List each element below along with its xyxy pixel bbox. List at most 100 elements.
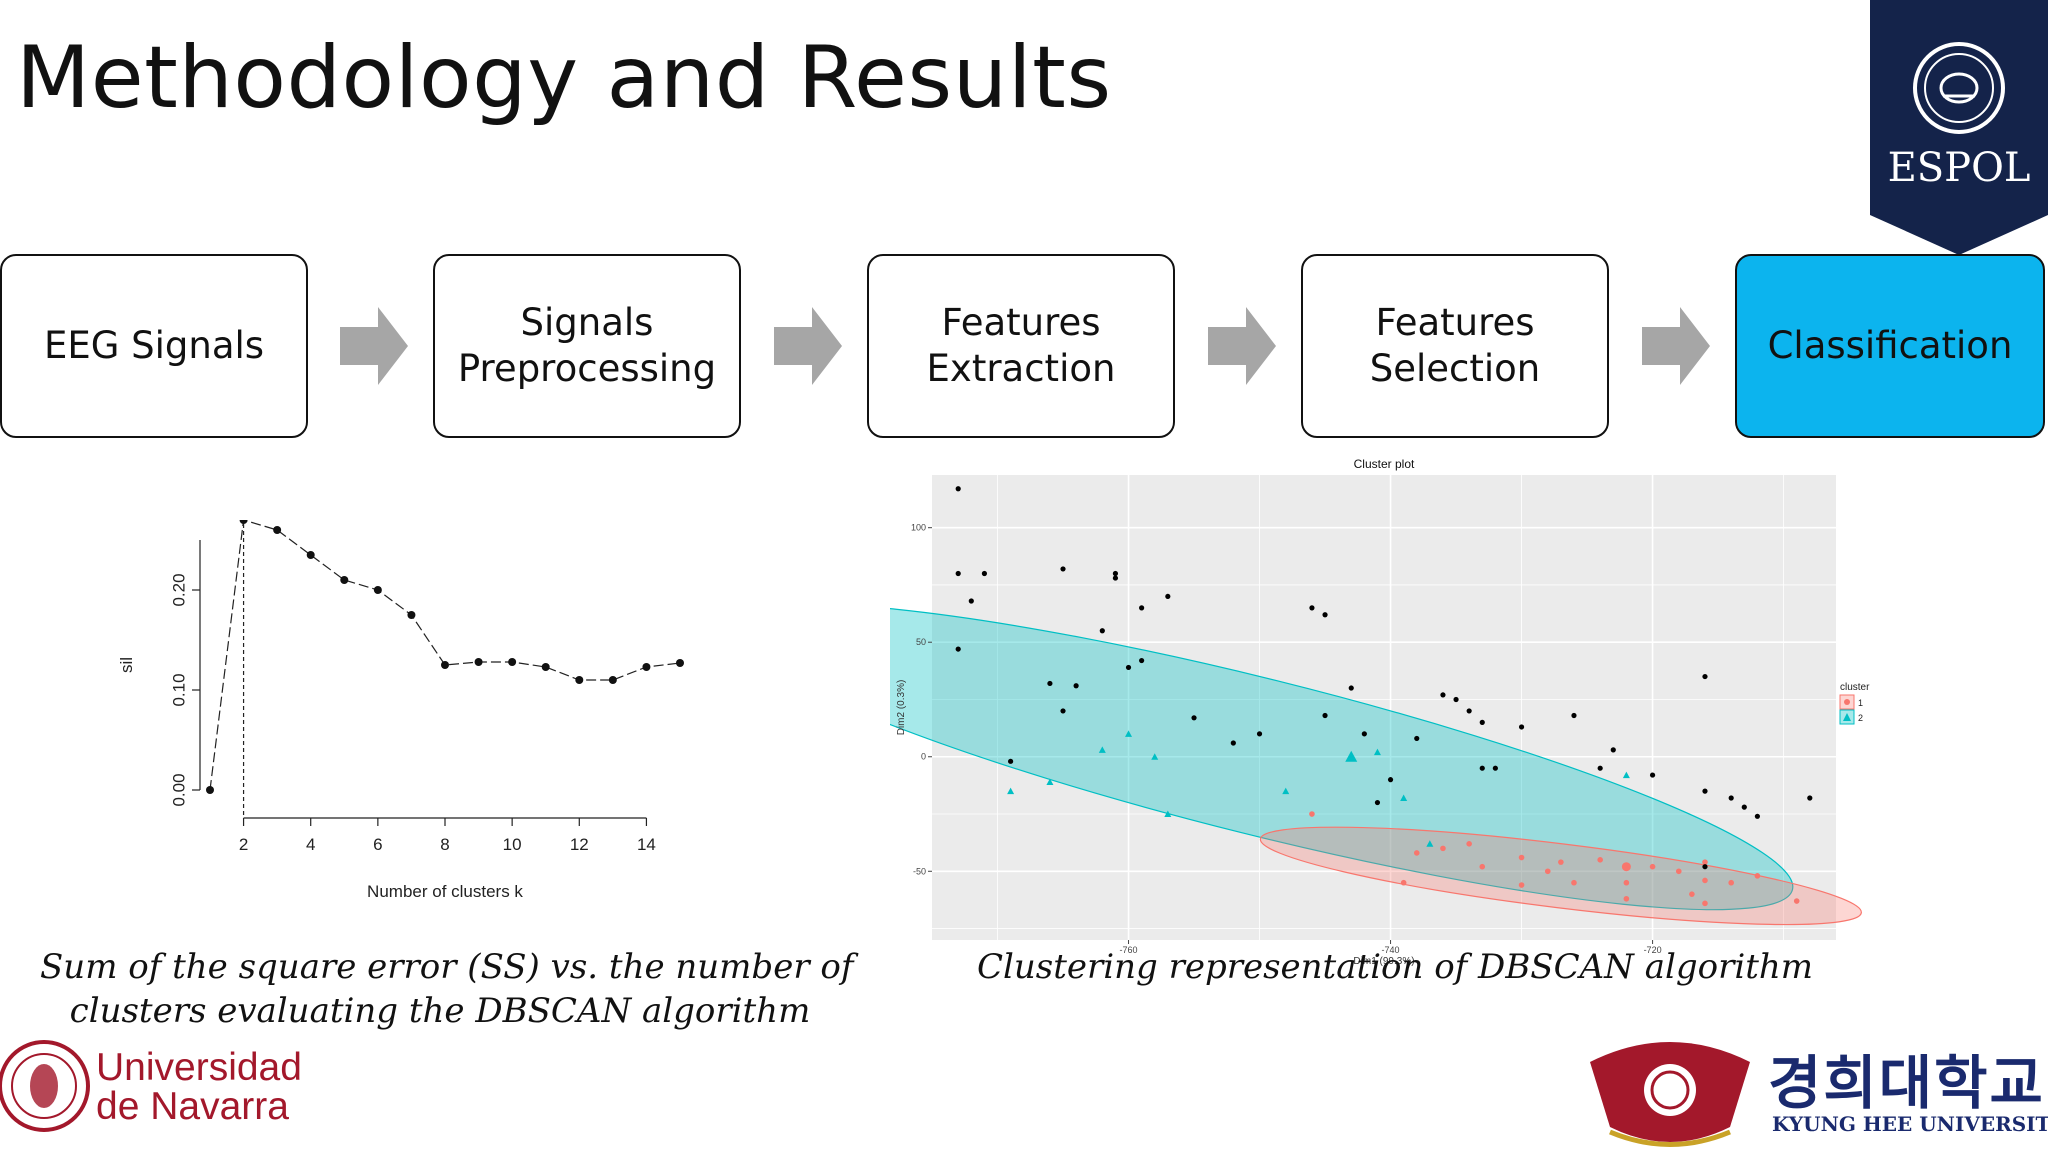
cluster-1-point bbox=[1702, 900, 1708, 907]
cluster-1-point bbox=[1571, 879, 1577, 886]
step-label: Signals bbox=[520, 300, 654, 344]
caption-right: Clustering representation of DBSCAN algo… bbox=[976, 947, 1814, 987]
kyunghee-emblem-icon bbox=[1590, 1042, 1750, 1147]
noise-point bbox=[1610, 747, 1616, 753]
noise-point bbox=[1322, 612, 1328, 618]
data-point bbox=[441, 661, 449, 669]
noise-point bbox=[1139, 605, 1145, 611]
data-point bbox=[642, 663, 651, 671]
plot-panel bbox=[932, 475, 1836, 940]
legend-marker-2 bbox=[1843, 713, 1851, 721]
cluster-1-point bbox=[1400, 879, 1407, 886]
y-tick-label: 50 bbox=[916, 637, 926, 647]
arrow-right-icon bbox=[774, 307, 842, 385]
cluster-2-point bbox=[1164, 810, 1172, 818]
cluster-1-point bbox=[1558, 859, 1564, 865]
cluster-1-point bbox=[1518, 882, 1525, 888]
cluster-2-point bbox=[1622, 771, 1630, 779]
kyunghee-logo: 경희대학교 KYUNG HEE UNIVERSITY bbox=[1580, 1032, 2048, 1152]
noise-point bbox=[1099, 628, 1105, 634]
cluster-1-point bbox=[1702, 859, 1708, 865]
series-line bbox=[209, 520, 681, 791]
cluster-1-point bbox=[1793, 898, 1800, 904]
noise-point bbox=[1256, 731, 1263, 737]
data-point bbox=[676, 659, 684, 667]
cluster-1-point bbox=[1544, 868, 1551, 875]
cluster-1-point bbox=[1309, 811, 1315, 817]
legend-marker-1 bbox=[1844, 699, 1850, 705]
caption-left-line1: Sum of the square error (SS) vs. the num… bbox=[40, 947, 854, 987]
data-point bbox=[306, 551, 315, 559]
step-label: EEG Signals bbox=[43, 323, 265, 367]
espol-logo: ESPOL bbox=[1870, 0, 2048, 255]
noise-point bbox=[1165, 593, 1171, 600]
cluster-1-point bbox=[1623, 879, 1630, 886]
cluster-2-point bbox=[1400, 794, 1408, 801]
silhouette-chart-svg: 0.00 0.10 0.20 sil 2 4 6 8 10 12 14 Number of clust… bbox=[120, 520, 684, 900]
cluster-2-centroid bbox=[1345, 750, 1358, 762]
cluster-2-point bbox=[1007, 787, 1015, 795]
chart-title: Cluster plot bbox=[1354, 457, 1415, 471]
noise-point bbox=[955, 486, 961, 492]
cluster-plot: Cluster plot -50 0 50 100 -760 -740 -720 Dim1 (9… bbox=[890, 450, 1890, 970]
step-label-2: Selection bbox=[1369, 347, 1541, 390]
data-point bbox=[206, 786, 214, 794]
cluster-2-point bbox=[1098, 746, 1106, 753]
y-axis-label: sil bbox=[120, 657, 136, 673]
noise-point bbox=[1479, 719, 1485, 725]
noise-point bbox=[1139, 657, 1145, 664]
navarra-line1: Universidad bbox=[96, 1046, 302, 1089]
cluster-1-centroid bbox=[1621, 862, 1631, 872]
cluster-1-point bbox=[1479, 863, 1486, 870]
caption-left-line2: clusters evaluating the DBSCAN algorithm bbox=[69, 991, 811, 1031]
cluster-1-point bbox=[1689, 891, 1695, 897]
data-point bbox=[340, 576, 349, 584]
data-point bbox=[407, 611, 416, 619]
x-tick-label: -740 bbox=[1382, 945, 1400, 955]
y-tick-label: 0 bbox=[921, 752, 926, 762]
step-classification: Classification bbox=[1735, 254, 2045, 438]
noise-point bbox=[1374, 799, 1381, 806]
arrow-right-icon bbox=[340, 307, 408, 385]
x-tick-label: 12 bbox=[570, 835, 589, 854]
step-label: Classification bbox=[1767, 323, 2013, 367]
data-point bbox=[541, 663, 550, 671]
kyunghee-korean-name: 경희대학교 bbox=[1768, 1049, 2045, 1117]
noise-point bbox=[1191, 715, 1197, 721]
cluster-1-point bbox=[1675, 868, 1682, 875]
noise-point bbox=[1728, 795, 1734, 801]
data-point bbox=[608, 676, 617, 684]
navarra-seal-icon bbox=[0, 1040, 90, 1132]
cluster-2-point bbox=[1046, 778, 1054, 785]
noise-point bbox=[1414, 735, 1420, 742]
step-features-selection: Features Selection bbox=[1301, 254, 1609, 438]
y-tick-label: 0.20 bbox=[169, 573, 188, 606]
navarra-logo: Universidad de Navarra bbox=[0, 1030, 302, 1152]
cluster-1-point bbox=[1754, 873, 1761, 879]
x-tick-label: 10 bbox=[503, 835, 522, 854]
noise-point bbox=[1754, 813, 1760, 819]
step-features-extraction: Features Extraction bbox=[867, 254, 1175, 438]
step-label: Features bbox=[1375, 300, 1535, 344]
cluster-1-point bbox=[1413, 850, 1420, 856]
caption-left: Sum of the square error (SS) vs. the num… bbox=[40, 947, 854, 1031]
navarra-line2: de Navarra bbox=[96, 1085, 289, 1128]
legend-label-1: 1 bbox=[1858, 698, 1863, 708]
step-label: Features bbox=[941, 300, 1101, 344]
x-tick-label: -720 bbox=[1644, 945, 1662, 955]
x-axis-label: Dim1 (99.3%) bbox=[1353, 956, 1414, 967]
cluster-2-point bbox=[1426, 840, 1434, 847]
noise-point bbox=[1492, 765, 1498, 771]
noise-point bbox=[1060, 708, 1066, 714]
data-point bbox=[575, 676, 584, 684]
noise-point bbox=[1571, 712, 1577, 719]
cluster-1-point bbox=[1649, 863, 1656, 870]
noise-point bbox=[1060, 566, 1066, 572]
noise-point bbox=[1702, 673, 1708, 680]
cluster-2-point bbox=[1151, 753, 1159, 760]
noise-point bbox=[1518, 724, 1525, 730]
y-axis-label: Dim2 (0.3%) bbox=[896, 680, 907, 736]
arrow-right-icon bbox=[1642, 307, 1710, 385]
y-tick-label: 0.10 bbox=[169, 673, 188, 706]
data-point bbox=[373, 586, 382, 594]
